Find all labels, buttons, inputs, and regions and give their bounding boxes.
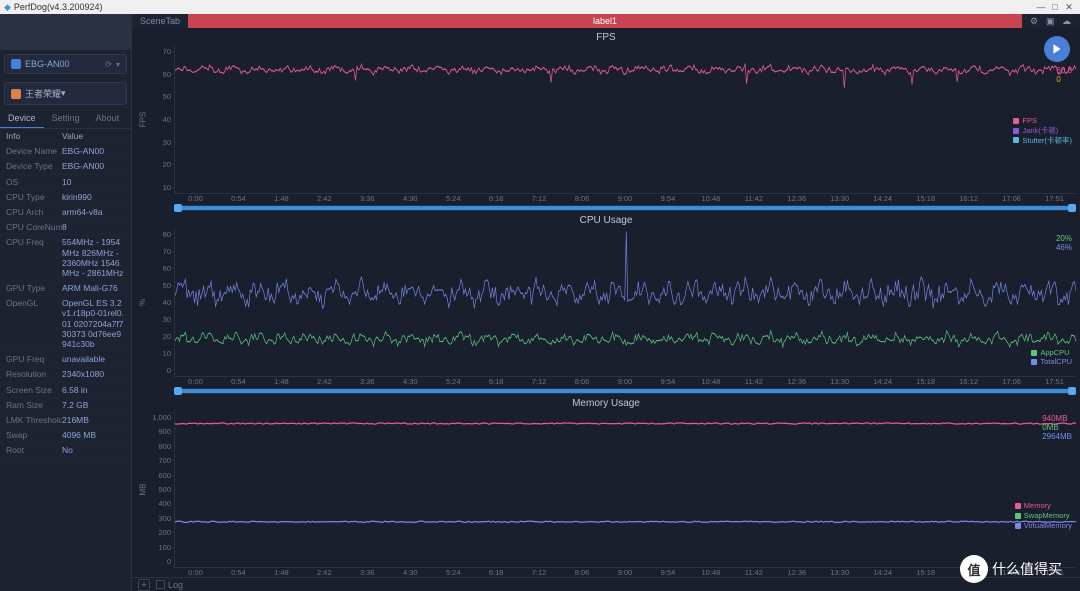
info-row: CPU Freq554MHz - 1954MHz 826MHz - 2360MH… [0, 235, 131, 281]
x-axis-ticks: 0:000:541:482:423:364:305:246:187:128:06… [136, 377, 1076, 386]
chart-title: Memory Usage [136, 396, 1076, 411]
tab-device[interactable]: Device [0, 109, 44, 128]
fps-plot[interactable]: 60.8 0 FPSJank(卡顿)Stutter(卡顿率) [174, 45, 1076, 194]
info-row: CPU Archarm64-v8a [0, 205, 131, 220]
info-row: Ram Size7.2 GB [0, 398, 131, 413]
sidebar-tabs: DeviceSettingAbout [0, 109, 131, 129]
main-panel: SceneTab label1 ⚙ ▣ ☁ FPS FPS 7060504030… [132, 14, 1080, 591]
memory-legend: MemorySwapMemoryVirtualMemory [1015, 501, 1072, 530]
device-info-table: Info Value Device NameEBG-AN00Device Typ… [0, 129, 131, 459]
info-row: GPU TypeARM Mali-G76 [0, 281, 131, 296]
info-row: Screen Size6.58 in [0, 383, 131, 398]
y-axis-label: FPS [136, 45, 150, 194]
scene-toolbar: ⚙ ▣ ☁ [1022, 14, 1080, 28]
scene-tab-label[interactable]: SceneTab [132, 14, 188, 28]
x-axis-ticks: 0:000:541:482:423:364:305:246:187:128:06… [136, 568, 1076, 577]
info-row: CPU Typekirin990 [0, 190, 131, 205]
maximize-button[interactable]: □ [1048, 2, 1062, 12]
fps-sub-value: 0 [1056, 75, 1072, 84]
bottom-bar: + Log [132, 577, 1080, 591]
info-row: LMK Threshold216MB [0, 413, 131, 428]
fps-legend: FPSJank(卡顿)Stutter(卡顿率) [1013, 116, 1072, 145]
device-name: EBG-AN00 [25, 59, 70, 69]
cloud-icon[interactable]: ☁ [1062, 16, 1072, 26]
chart-title: CPU Usage [136, 213, 1076, 228]
info-row: RootNo [0, 443, 131, 458]
time-scrollbar[interactable] [174, 205, 1076, 211]
play-button[interactable] [1044, 36, 1070, 62]
chart-title: FPS [136, 30, 1076, 45]
app-icon-small [11, 89, 21, 99]
log-checkbox[interactable] [156, 580, 165, 589]
tab-setting[interactable]: Setting [44, 109, 88, 128]
info-row: GPU Frequnavailable [0, 352, 131, 367]
info-row: Device NameEBG-AN00 [0, 144, 131, 159]
cpu-values: 20%46% [1056, 234, 1072, 252]
info-row: CPU CoreNum8 [0, 220, 131, 235]
watermark-icon: 值 [960, 555, 988, 583]
sidebar: EBG-AN00 ⟳ ▾ 王者荣耀 ▾ DeviceSettingAbout I… [0, 14, 132, 591]
settings-icon[interactable]: ⚙ [1030, 16, 1040, 26]
app-selector[interactable]: 王者荣耀 ▾ [4, 82, 127, 105]
x-axis-ticks: 0:000:541:482:423:364:305:246:187:128:06… [136, 194, 1076, 203]
y-axis-ticks: 70605040302010 [150, 45, 174, 194]
fps-chart: FPS FPS 70605040302010 60.8 0 FPSJank(卡顿… [136, 30, 1076, 211]
time-scrollbar[interactable] [174, 388, 1076, 394]
y-axis-label: % [136, 228, 150, 377]
device-selector[interactable]: EBG-AN00 ⟳ ▾ [4, 54, 127, 74]
info-row: Swap4096 MB [0, 428, 131, 443]
y-axis-ticks: 1,0009008007006005004003002001000 [150, 411, 174, 568]
minimize-button[interactable]: — [1034, 2, 1048, 12]
y-axis-ticks: 80706050403020100 [150, 228, 174, 377]
cpu-chart: CPU Usage % 80706050403020100 20%46% App… [136, 213, 1076, 394]
y-axis-label: MB [136, 411, 150, 568]
fps-current-value: 60.8 [1056, 66, 1072, 75]
memory-plot[interactable]: 940MB0MB2964MB MemorySwapMemoryVirtualMe… [174, 411, 1076, 568]
cpu-legend: AppCPUTotalCPU [1031, 348, 1072, 368]
info-header: Info Value [0, 129, 131, 144]
add-button[interactable]: + [138, 579, 150, 591]
close-button[interactable]: ✕ [1062, 2, 1076, 13]
info-row: Resolution2340x1080 [0, 367, 131, 382]
watermark: 值 什么值得买 [960, 555, 1062, 583]
brand-logo [0, 14, 131, 50]
watermark-text: 什么值得买 [992, 559, 1062, 579]
chevron-down-icon: ▾ [61, 88, 66, 99]
scene-label-bar[interactable]: label1 [188, 14, 1022, 28]
log-label[interactable]: Log [168, 580, 183, 590]
device-icon [11, 59, 21, 69]
chevron-down-icon: ▾ [116, 60, 120, 69]
window-title: PerfDog(v4.3.200924) [14, 2, 103, 12]
window-titlebar: ◆ PerfDog(v4.3.200924) — □ ✕ [0, 0, 1080, 14]
memory-chart: Memory Usage MB 1,0009008007006005004003… [136, 396, 1076, 577]
info-row: OS10 [0, 175, 131, 190]
tab-about[interactable]: About [88, 109, 128, 128]
camera-icon[interactable]: ▣ [1046, 16, 1056, 26]
cpu-plot[interactable]: 20%46% AppCPUTotalCPU [174, 228, 1076, 377]
info-row: Device TypeEBG-AN00 [0, 159, 131, 174]
info-row: OpenGLOpenGL ES 3.2 v1.r18p0-01rel0.01 0… [0, 296, 131, 352]
scene-tab-row: SceneTab label1 ⚙ ▣ ☁ [132, 14, 1080, 28]
refresh-icon[interactable]: ⟳ [105, 60, 112, 69]
memory-values: 940MB0MB2964MB [1042, 414, 1072, 441]
app-icon: ◆ [4, 2, 11, 13]
app-name: 王者荣耀 [25, 87, 61, 100]
